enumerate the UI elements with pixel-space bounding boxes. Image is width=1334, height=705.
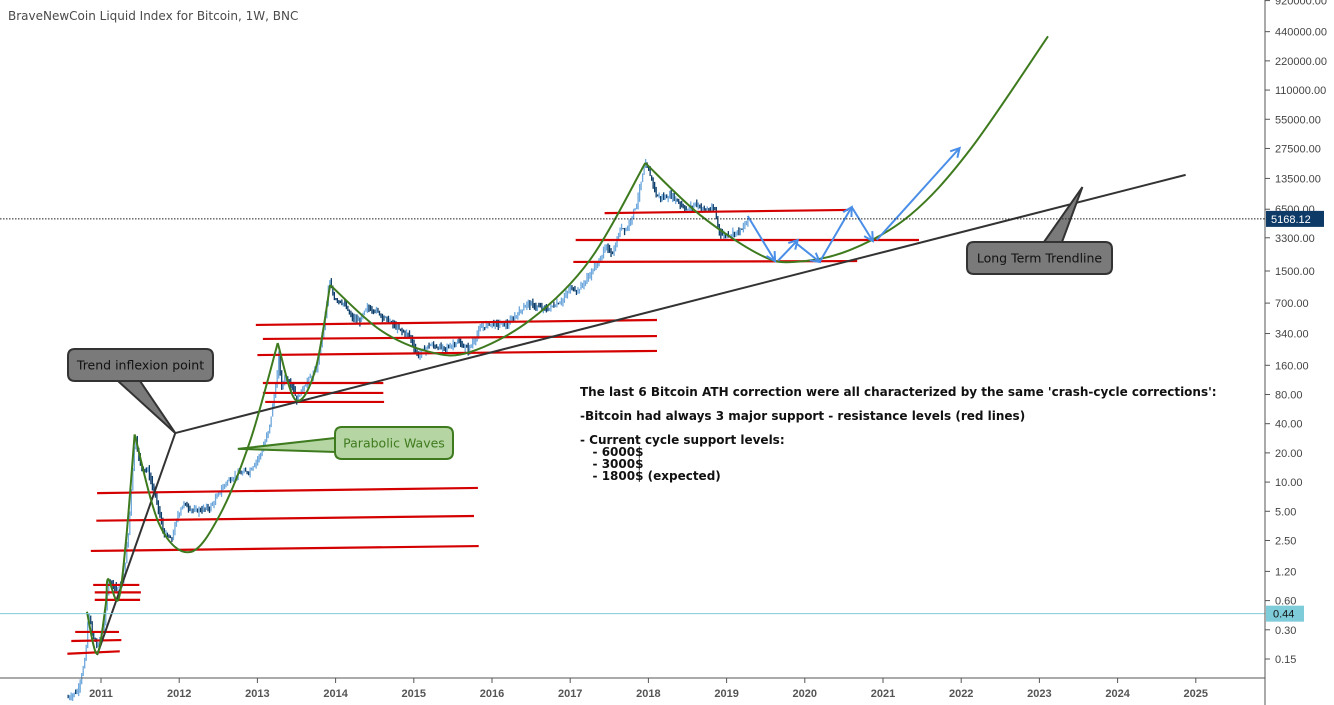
projection-arrow-shaft (746, 215, 776, 262)
arrowhead-icon (949, 146, 962, 158)
x-tick-label: 2017 (558, 688, 582, 700)
y-tick-label: 700.00 (1275, 298, 1309, 310)
x-tick-label: 2014 (323, 688, 348, 700)
last-price-label: 5168.12 (1271, 214, 1311, 226)
y-tick-label: 920000.00 (1275, 0, 1327, 8)
y-tick-label: 20.00 (1275, 448, 1303, 460)
parabolic-wave-curve[interactable] (644, 35, 1049, 264)
y-tick-label: 440000.00 (1275, 27, 1327, 39)
note-line-3000: - 3000$ (580, 457, 644, 471)
x-tick-label: 2015 (402, 688, 426, 700)
callout-long-term-trendline-shape (966, 186, 1113, 275)
y-tick-label: 27500.00 (1275, 143, 1321, 155)
x-tick-label: 2023 (1027, 688, 1051, 700)
callout-long-term-trendline-text: Long Term Trendline (977, 251, 1103, 266)
chart-title: BraveNewCoin Liquid Index for Bitcoin, 1… (8, 9, 299, 23)
arrowhead-icon (863, 231, 874, 243)
note-line-ath: The last 6 Bitcoin ATH correction were a… (580, 385, 1217, 399)
y-tick-label: 0.60 (1275, 596, 1296, 608)
note-line-current: - Current cycle support levels: (580, 433, 785, 447)
projection-arrow[interactable] (794, 241, 822, 264)
y-tick-label: 110000.00 (1275, 85, 1326, 97)
projection-arrows (746, 146, 962, 264)
x-tick-label: 2021 (871, 688, 895, 700)
callout-parabolic-waves[interactable]: Parabolic Waves (237, 426, 454, 460)
projection-arrow-shaft (850, 206, 874, 242)
support-resistance-line[interactable] (604, 208, 848, 215)
projection-arrow-shaft (794, 241, 821, 263)
arrowhead-icon (765, 251, 777, 263)
x-tick-label: 2011 (89, 688, 113, 700)
y-tick-label: 5.00 (1275, 506, 1296, 518)
callout-trend-inflexion-shape (67, 348, 214, 434)
projection-arrow-shaft (777, 239, 799, 262)
support-resistance-line[interactable] (255, 318, 658, 327)
y-tick-label: 1.20 (1275, 566, 1296, 578)
trendline[interactable] (175, 173, 1186, 435)
projection-arrow-shaft (818, 206, 853, 263)
marker-badge-0-44 (1266, 605, 1304, 622)
support-resistance-line[interactable] (257, 349, 658, 357)
projection-arrow-shaft (876, 147, 961, 241)
y-tick-label: 340.00 (1275, 329, 1309, 341)
y-tick-label: 40.00 (1275, 419, 1303, 431)
y-tick-label: 0.30 (1275, 625, 1296, 637)
projection-arrow[interactable] (746, 215, 777, 263)
y-axis[interactable]: 920000.00 440000.00 220000.00 110000.00 5500… (1264, 0, 1327, 705)
marker-label-0-44: 0.44 (1273, 609, 1294, 621)
parabolic-wave-curve[interactable] (133, 342, 279, 554)
projection-arrow[interactable] (818, 205, 853, 263)
support-resistance-line[interactable] (262, 334, 658, 341)
note-line-levels: -Bitcoin had always 3 major support - re… (580, 409, 1026, 423)
support-resistance-line[interactable] (67, 650, 120, 655)
x-tick-label: 2013 (245, 688, 269, 700)
y-tick-label: 55000.00 (1275, 114, 1321, 126)
x-tick-label: 2020 (793, 688, 817, 700)
y-tick-label: 1500.00 (1275, 266, 1315, 278)
support-resistance-line[interactable] (90, 544, 479, 553)
callout-parabolic-waves-text: Parabolic Waves (343, 436, 445, 451)
parabolic-waves (85, 35, 1049, 655)
arrowhead-icon (787, 238, 800, 250)
trendline[interactable] (96, 432, 177, 656)
support-resistance-line[interactable] (97, 486, 478, 495)
x-tick-label: 2022 (949, 688, 973, 700)
x-tick-label: 2018 (636, 688, 660, 700)
y-tick-label: 160.00 (1275, 360, 1309, 372)
callout-trend-inflexion-text: Trend inflexion point (76, 358, 204, 373)
analysis-note: The last 6 Bitcoin ATH correction were a… (580, 386, 1217, 482)
note-line-1800: - 1800$ (expected) (580, 469, 721, 483)
y-tick-label: 3300.00 (1275, 233, 1315, 245)
parabolic-wave-curve[interactable] (85, 434, 136, 655)
projection-arrow[interactable] (777, 238, 800, 262)
parabolic-wave-curve[interactable] (276, 284, 332, 402)
y-tick-label: 220000.00 (1275, 56, 1327, 68)
trendlines (96, 173, 1186, 656)
y-tick-label: 80.00 (1275, 389, 1303, 401)
x-axis[interactable]: 2011 2012 2013 2014 2015 2016 2017 2018 2019 2020… (0, 677, 1265, 700)
x-tick-label: 2024 (1105, 688, 1130, 700)
projection-arrow[interactable] (876, 146, 962, 241)
projection-arrow[interactable] (850, 206, 874, 243)
x-tick-label: 2025 (1184, 688, 1208, 700)
callout-long-term-trendline[interactable]: Long Term Trendline (966, 186, 1113, 275)
support-resistance-line[interactable] (71, 638, 122, 643)
x-tick-label: 2012 (167, 688, 191, 700)
x-tick-label: 2016 (480, 688, 504, 700)
y-tick-label: 0.15 (1275, 654, 1296, 666)
y-tick-label: 13500.00 (1275, 173, 1321, 185)
callouts: Trend inflexion point Parabolic Waves Lo… (67, 186, 1113, 460)
callout-trend-inflexion[interactable]: Trend inflexion point (67, 348, 214, 434)
y-tick-label: 10.00 (1275, 477, 1303, 489)
x-tick-label: 2019 (714, 688, 738, 700)
y-tick-label: 2.50 (1275, 535, 1296, 547)
support-resistance-line[interactable] (96, 514, 475, 522)
parabolic-wave-curve[interactable] (329, 162, 647, 357)
callout-parabolic-waves-shape (237, 426, 454, 460)
note-line-6000: - 6000$ (580, 445, 644, 459)
last-price-badge (1266, 210, 1324, 227)
